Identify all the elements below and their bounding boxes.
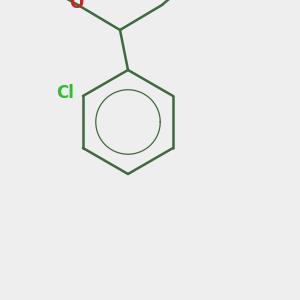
Text: Cl: Cl: [56, 84, 74, 102]
Text: O: O: [69, 0, 83, 12]
